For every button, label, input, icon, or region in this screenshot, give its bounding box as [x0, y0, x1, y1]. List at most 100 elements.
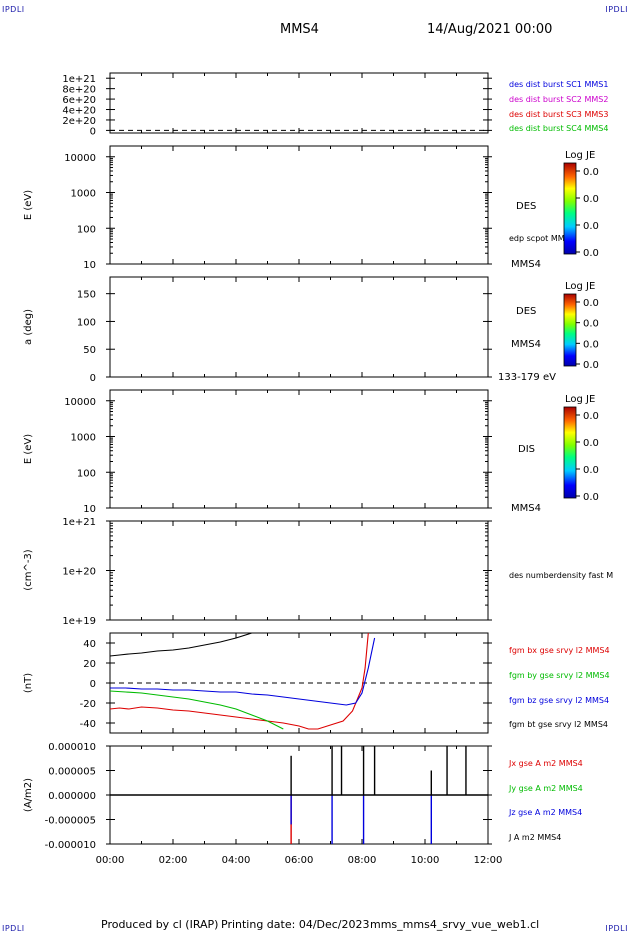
ytick-label: 150	[77, 290, 96, 301]
panel-side-label: Jy gse A m2 MMS4	[508, 784, 583, 793]
xtick-label: 06:00	[285, 855, 314, 866]
ytick-label: 0	[90, 373, 96, 384]
panel-side-label: fgm bt gse srvy l2 MMS4	[509, 720, 608, 729]
footer-produced-by: Produced by cl (IRAP)	[101, 918, 219, 931]
panel-side-label: MMS4	[511, 503, 541, 514]
ytick-label: 0.000005	[48, 767, 96, 778]
yaxis-label: E (eV)	[23, 434, 34, 464]
yaxis-label: (A/m2)	[23, 778, 34, 812]
panel-frame	[109, 145, 489, 265]
panel-side-label: des dist burst SC4 MMS4	[509, 124, 608, 133]
ytick-label: 8e+20	[62, 85, 96, 96]
colorbar-title: Log JE	[565, 150, 595, 161]
colorbar-tick-label: 0.0	[583, 339, 599, 350]
corner-label-top-left: IPDLI	[2, 5, 25, 14]
ytick-label: 1e+21	[62, 74, 96, 85]
colorbar-tick-label: 0.0	[583, 438, 599, 449]
panel-side-label: edp scpot MMS4	[509, 234, 575, 243]
ytick-label: -40	[80, 719, 96, 730]
xtick-label: 10:00	[411, 855, 440, 866]
colorbar-tick-label: 0.0	[583, 319, 599, 330]
panel-side-label: des numberdensity fast M	[509, 571, 613, 580]
xtick-label: 12:00	[474, 855, 503, 866]
ytick-label: 6e+20	[62, 95, 96, 106]
corner-label-bottom-left: IPDLI	[2, 924, 25, 933]
panel-side-label: fgm bx gse srvy l2 MMS4	[509, 646, 610, 655]
ytick-label: 0.000010	[48, 742, 96, 753]
panel-side-label: fgm bz gse srvy l2 MMS4	[509, 696, 609, 705]
colorbar-tick-label: 0.0	[583, 360, 599, 371]
colorbar-tick-label: 0.0	[583, 465, 599, 476]
xtick-label: 00:00	[96, 855, 125, 866]
ytick-label: 20	[83, 659, 96, 670]
panel-frame	[109, 72, 489, 134]
panel-side-label: Jz gse A m2 MMS4	[508, 808, 582, 817]
colorbar	[563, 406, 577, 499]
xtick-label: 02:00	[159, 855, 188, 866]
panel-frame	[109, 389, 489, 509]
corner-label-top-right: IPDLI	[605, 5, 628, 14]
panel-side-label: des dist burst SC1 MMS1	[509, 80, 608, 89]
footer-plot-name: mms_mms4_srvy_vue_web1.cl	[370, 918, 540, 931]
ytick-label: -0.000010	[45, 840, 96, 851]
ytick-label: 1e+21	[62, 517, 96, 528]
datetime-title: 14/Aug/2021 00:00	[427, 22, 553, 37]
colorbar-tick-label: 0.0	[583, 411, 599, 422]
panel-side-label: fgm by gse srvy l2 MMS4	[509, 671, 610, 680]
ytick-label: 40	[83, 639, 96, 650]
spacecraft-title: MMS4	[280, 22, 319, 37]
ytick-label: 0.000000	[48, 791, 96, 802]
ytick-label: 10000	[64, 397, 96, 408]
panel-side-label: J A m2 MMS4	[508, 833, 561, 842]
panel-side-label: DES	[516, 306, 536, 317]
xtick-label: 08:00	[348, 855, 377, 866]
ytick-label: 1000	[71, 433, 96, 444]
yaxis-label: E (eV)	[23, 190, 34, 220]
colorbar-title: Log JE	[565, 394, 595, 405]
colorbar-tick-label: 0.0	[583, 194, 599, 205]
series-line	[109, 632, 369, 730]
colorbar-tick-label: 0.0	[583, 298, 599, 309]
ytick-label: 1e+20	[62, 567, 96, 578]
panel-frame	[109, 520, 489, 621]
colorbar	[563, 162, 577, 255]
series-line	[109, 632, 252, 657]
ytick-label: -0.000005	[45, 816, 96, 827]
footer-printing-date: Printing date: 04/Dec/2023	[221, 918, 370, 931]
ytick-label: 0	[90, 679, 96, 690]
panel-side-label: DES	[516, 201, 536, 212]
corner-label-bottom-right: IPDLI	[605, 924, 628, 933]
ytick-label: 10	[83, 504, 96, 515]
ytick-label: 1000	[71, 189, 96, 200]
colorbar-tick-label: 0.0	[583, 221, 599, 232]
colorbar-tick-label: 0.0	[583, 492, 599, 503]
series-line	[110, 637, 376, 706]
yaxis-label: (nT)	[23, 673, 34, 693]
ytick-label: 10000	[64, 153, 96, 164]
panel-side-label: 133-179 eV	[498, 372, 556, 383]
panel-side-label: des dist burst SC3 MMS3	[509, 110, 608, 119]
ytick-label: 1e+19	[62, 616, 96, 627]
panel-side-label: MMS4	[511, 339, 541, 350]
yaxis-label: (cm^-3)	[23, 549, 34, 590]
xtick-label: 04:00	[222, 855, 251, 866]
ytick-label: 100	[77, 317, 96, 328]
ytick-label: 10	[83, 260, 96, 271]
panel-side-label: Jx gse A m2 MMS4	[508, 759, 583, 768]
ytick-label: 100	[77, 224, 96, 235]
yaxis-label: a (deg)	[23, 309, 34, 345]
panel-side-label: MMS4	[511, 259, 541, 270]
colorbar	[563, 293, 577, 367]
colorbar-title: Log JE	[565, 281, 595, 292]
ytick-label: 100	[77, 468, 96, 479]
panel-frame	[109, 276, 489, 378]
colorbar-tick-label: 0.0	[583, 167, 599, 178]
colorbar-tick-label: 0.0	[583, 248, 599, 259]
ytick-label: 2e+20	[62, 116, 96, 127]
ytick-label: -20	[80, 699, 96, 710]
ytick-label: 4e+20	[62, 106, 96, 117]
panel-side-label: DIS	[518, 444, 535, 455]
series-line	[109, 690, 284, 730]
ytick-label: 0	[90, 126, 96, 137]
